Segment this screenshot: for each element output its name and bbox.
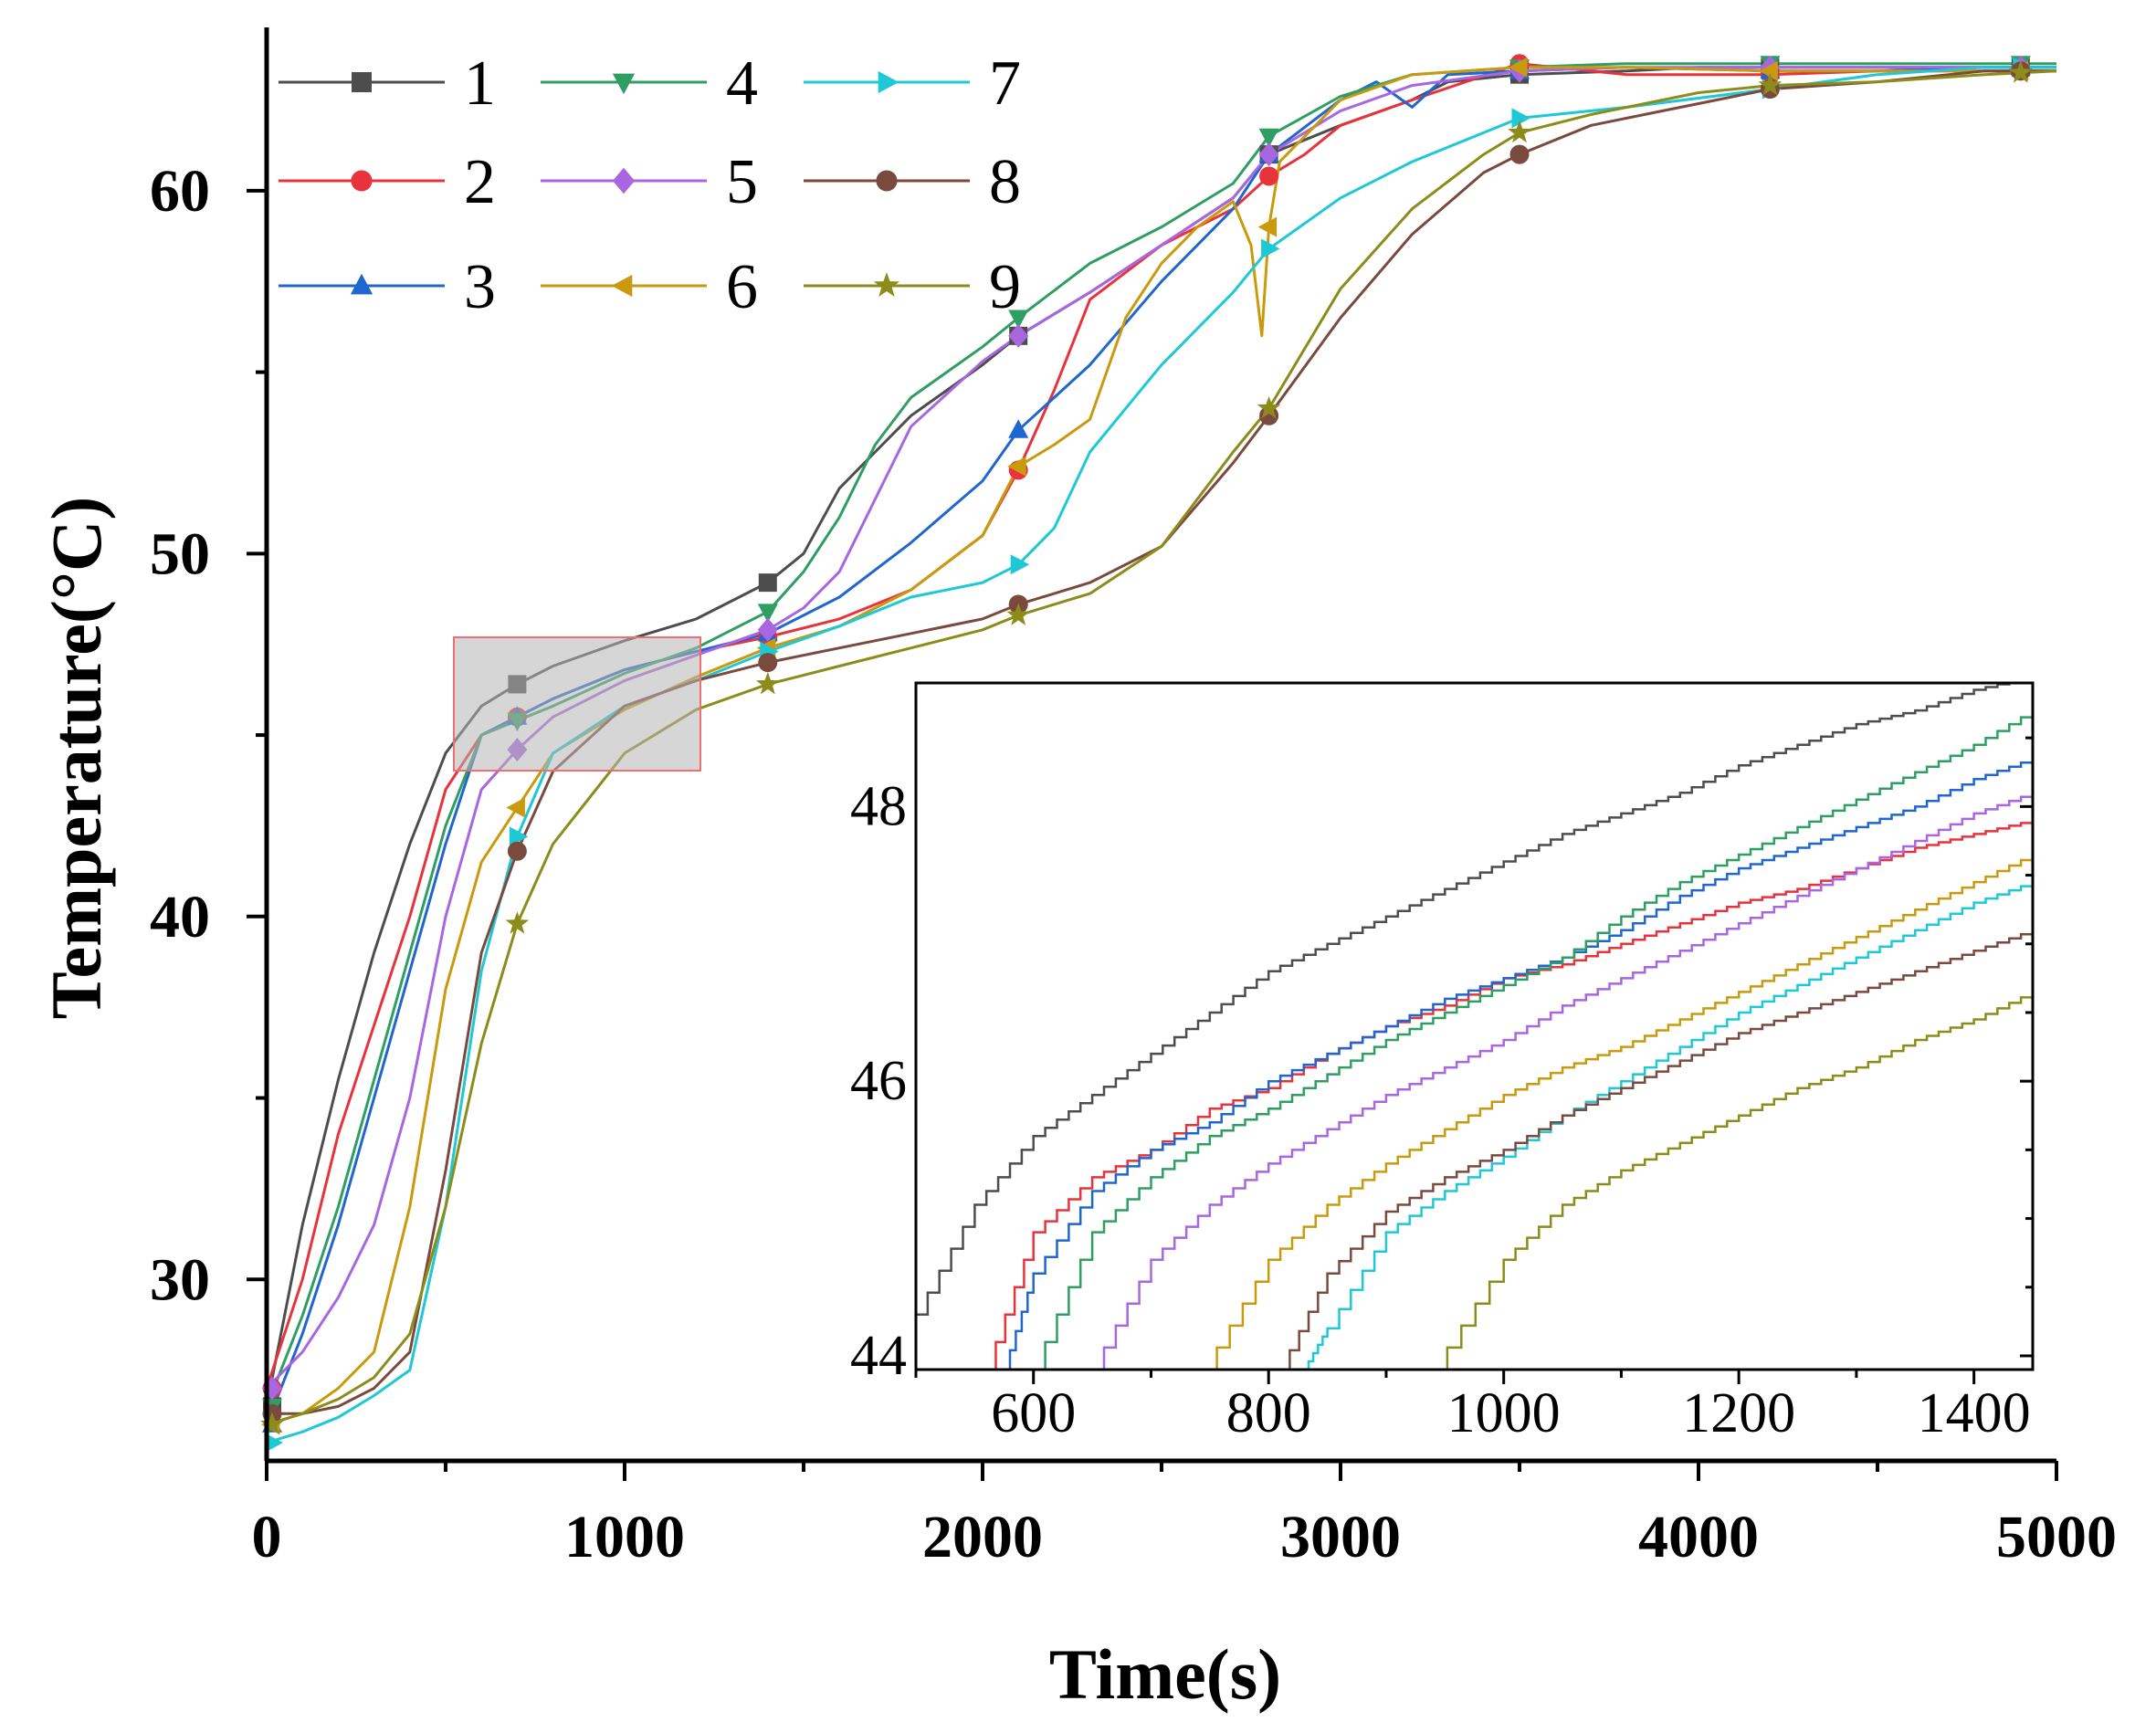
legend-label-5: 5 [726,147,758,217]
series-3-marker [1008,419,1029,438]
inset-x-tick-label: 1000 [1447,1382,1561,1444]
legend-marker-4 [612,73,636,95]
series-6-marker [1007,456,1026,477]
series-6-line [267,66,2056,1426]
legend-marker-7 [878,70,899,94]
series-7-line [267,66,2056,1444]
legend-marker-5 [612,167,636,194]
legend-label-4: 4 [726,48,758,119]
inset-series-9-line [1433,992,2033,1370]
y-tick-label: 40 [150,884,210,950]
series-7-marker [1511,108,1530,129]
y-tick-label: 60 [150,158,210,225]
inset-background [916,683,2033,1370]
series-6-marker [1759,60,1778,81]
series-9-marker [1758,73,1783,96]
inset-series-4-line [1033,710,2033,1370]
series-1-marker [758,573,777,593]
series-7-marker [1261,238,1280,259]
series-7-marker [264,1433,283,1454]
series-8-marker [507,841,527,861]
series-5-marker [1258,142,1279,167]
series-6-marker [1257,216,1278,237]
series-2-marker [1259,166,1279,186]
series-4-marker [1258,128,1279,148]
inset-x-tick-label: 1200 [1682,1382,1795,1444]
inset-series-5-line [1092,793,2033,1370]
series-7-marker [1010,554,1030,575]
series-9-marker [1006,603,1031,625]
series-4-marker [1008,310,1029,329]
inset-x-tick-label: 1400 [1918,1382,2031,1444]
x-axis-title: Time(s) [1049,1634,1281,1714]
series-9-marker [505,911,530,934]
legend-label-8: 8 [989,147,1021,217]
y-axis-title: Temperature(°C) [37,497,116,1020]
y-tick-label: 50 [150,520,210,587]
legend-label-9: 9 [989,252,1021,322]
zoom-region [453,636,701,772]
x-tick-label: 4000 [1638,1504,1759,1570]
x-tick-label: 5000 [1996,1504,2117,1570]
y-tick-label: 30 [150,1246,210,1313]
series-9-marker [260,1412,284,1435]
legend-marker-9 [873,272,900,298]
series-4-marker [757,604,778,623]
inset-series-6-line [1204,855,2033,1370]
series-6-marker [1509,57,1528,78]
legend-label-2: 2 [464,147,496,217]
series-5-line [267,66,2056,1390]
legend-label-3: 3 [464,252,496,322]
inset-y-tick-label: 48 [850,775,907,837]
series-8-marker [758,653,778,673]
series-9-marker [1257,395,1281,419]
series-9-marker [2008,60,2033,83]
legend-label-1: 1 [464,48,496,119]
series-5-marker [1008,323,1029,348]
x-tick-label: 0 [252,1504,282,1570]
series-9-marker [755,671,780,695]
inset-x-tick-label: 800 [1226,1382,1311,1444]
x-tick-label: 2000 [922,1504,1043,1570]
inset-frame [914,681,2035,1371]
legend-label-6: 6 [726,252,758,322]
series-8-marker [1509,144,1530,164]
legend-label-7: 7 [989,48,1021,119]
series-5-marker [757,617,778,642]
inset-series-8-line [1280,929,2033,1370]
legend-marker-1 [352,72,372,92]
legend-marker-6 [611,274,633,298]
legend-marker-8 [876,170,898,192]
inset-series-3-line [1004,758,2033,1370]
inset-series-7-line [1303,882,2033,1370]
series-9-marker [1508,120,1531,143]
series-7-marker [509,826,529,847]
legend-marker-2 [351,170,373,192]
inset-x-tick-label: 600 [991,1382,1076,1444]
x-tick-label: 3000 [1280,1504,1401,1570]
inset-y-tick-label: 46 [850,1050,907,1112]
x-tick-label: 1000 [564,1504,685,1570]
inset-series-1-line [916,683,2011,1317]
inset-y-tick-label: 44 [850,1325,907,1387]
series-6-marker [506,797,525,818]
legend-marker-3 [350,273,373,295]
